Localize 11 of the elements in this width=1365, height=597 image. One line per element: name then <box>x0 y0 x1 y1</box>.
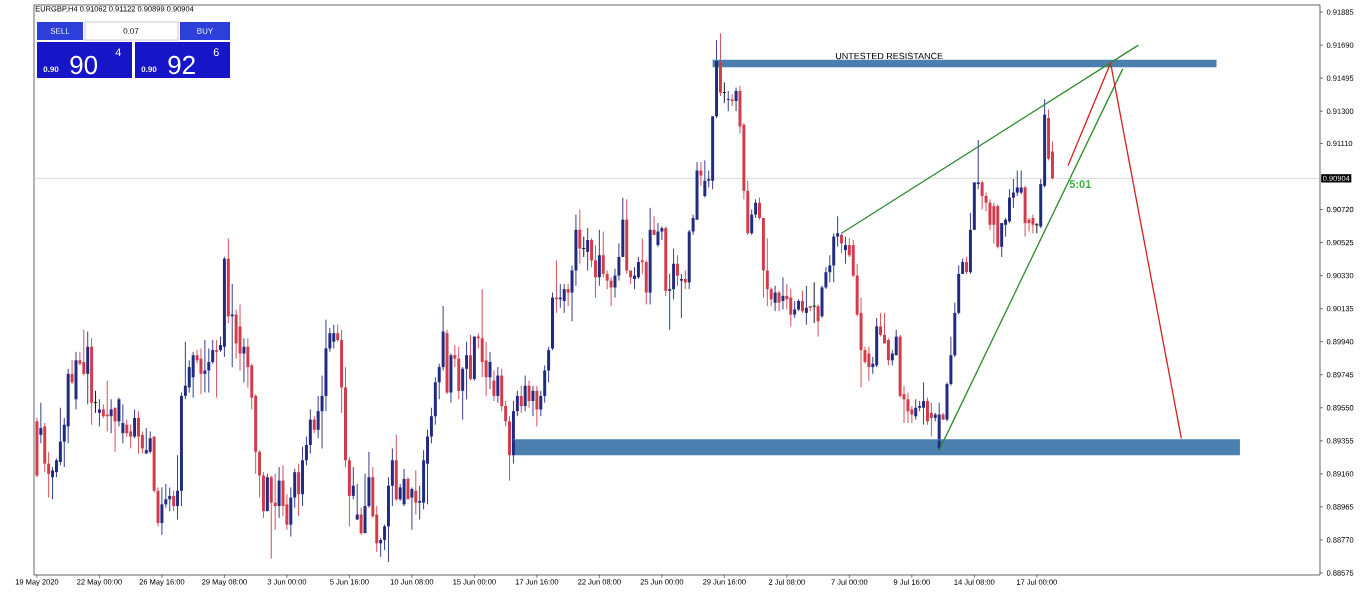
annotation: 6 <box>213 48 219 57</box>
annotation: 0.90 <box>141 66 157 73</box>
annotation: 4 <box>115 48 121 56</box>
annotation: 0.07 <box>123 28 139 34</box>
annotation: 90 <box>70 55 98 75</box>
annotation: 0.90 <box>43 66 59 73</box>
annotation: SELL <box>50 28 70 34</box>
annotation: 5:01 <box>1069 180 1091 188</box>
annotation: BUY <box>197 28 214 34</box>
annotation: UNTESTED RESISTANCE <box>835 52 943 60</box>
annotation: 92 <box>168 55 195 75</box>
